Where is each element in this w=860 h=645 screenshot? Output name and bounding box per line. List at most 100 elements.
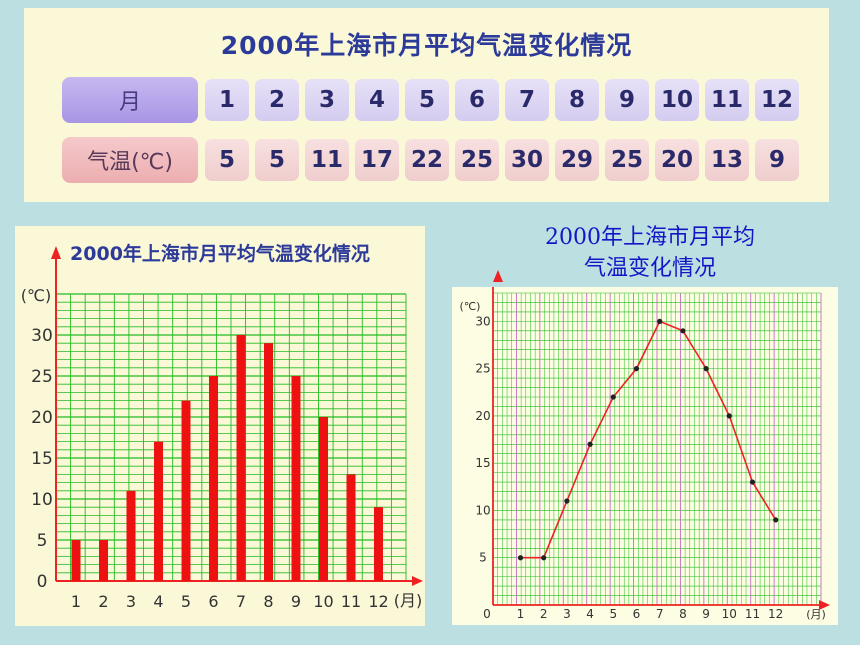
x-tick-label: 8 <box>263 592 273 611</box>
temp-cell: 5 <box>205 139 249 181</box>
temp-cell: 11 <box>305 139 349 181</box>
month-cell: 4 <box>355 79 399 121</box>
data-point <box>564 498 570 504</box>
temp-cell: 13 <box>705 139 749 181</box>
origin-label: 0 <box>483 607 491 621</box>
y-tick-label: 5 <box>479 551 487 565</box>
x-tick-label: 11 <box>341 592 361 611</box>
data-point <box>633 366 640 372</box>
x-tick-label: 10 <box>313 592 333 611</box>
temp-cell: 17 <box>355 139 399 181</box>
bar <box>99 540 108 581</box>
month-header: 月 <box>62 77 198 123</box>
line-heading-line-2: 气温变化情况 <box>583 256 716 281</box>
x-tick-label: 9 <box>702 607 710 621</box>
y-tick-label: 15 <box>475 456 490 470</box>
data-point <box>657 318 663 324</box>
x-axis-arrow <box>412 576 423 586</box>
x-tick-label: 4 <box>153 592 163 611</box>
y-tick-label: 10 <box>475 503 490 517</box>
x-tick-label: 7 <box>236 592 246 611</box>
bar-chart-title: 2000年上海市月平均气温变化情况 <box>70 242 370 265</box>
data-point <box>541 555 547 561</box>
month-cell: 1 <box>205 79 249 121</box>
data-point <box>610 394 616 400</box>
temp-cell: 9 <box>755 139 799 181</box>
month-cell: 8 <box>555 79 599 121</box>
x-tick-label: 6 <box>633 607 641 621</box>
x-axis-label: (月) <box>394 591 423 610</box>
month-cell: 2 <box>255 79 299 121</box>
x-tick-label: 5 <box>181 592 191 611</box>
month-cell: 7 <box>505 79 549 121</box>
line-chart-panel: (℃) (月) 0 5 10 15 20 25 30 1 2 3 4 5 6 7 8 9 10 11 12 <box>452 270 838 625</box>
data-point <box>726 413 732 419</box>
x-tick-label: 12 <box>768 607 783 621</box>
y-tick-label: 25 <box>475 362 490 376</box>
bar <box>236 335 246 581</box>
x-tick-label: 3 <box>126 592 136 611</box>
bar <box>264 343 273 581</box>
bar <box>374 507 383 581</box>
month-cell: 10 <box>655 79 699 121</box>
y-tick-label: 15 <box>31 449 53 469</box>
table-title: 2000年上海市月平均气温变化情况 <box>220 31 633 60</box>
x-tick-label: 12 <box>368 592 388 611</box>
bar <box>291 376 301 581</box>
x-tick-label: 2 <box>98 592 108 611</box>
temp-cell: 5 <box>255 139 299 181</box>
temp-cell: 20 <box>655 139 699 181</box>
month-cell: 11 <box>705 79 749 121</box>
y-tick-label: 30 <box>31 326 53 346</box>
y-tick-label: 20 <box>31 408 53 428</box>
x-tick-label: 11 <box>745 607 760 621</box>
bar <box>209 376 218 581</box>
data-point <box>773 517 779 523</box>
y-tick-label: 25 <box>31 367 53 387</box>
x-tick-label: 7 <box>656 607 664 621</box>
month-cell: 3 <box>305 79 349 121</box>
x-tick-label: 4 <box>586 607 594 621</box>
data-point <box>517 555 524 561</box>
line-heading-line-1: 2000年上海市月平均 <box>545 225 755 250</box>
x-tick-label: 8 <box>679 607 687 621</box>
x-tick-label: 2 <box>540 607 548 621</box>
x-tick-label: 1 <box>71 592 81 611</box>
y-tick-label: 10 <box>31 490 53 510</box>
x-axis-arrow <box>819 600 830 610</box>
data-point <box>749 479 756 485</box>
temp-cell: 25 <box>605 139 649 181</box>
x-tick-label: 3 <box>563 607 571 621</box>
month-cell: 9 <box>605 79 649 121</box>
y-tick-label: 30 <box>475 314 490 328</box>
x-tick-label: 5 <box>609 607 617 621</box>
bar <box>126 490 136 581</box>
x-axis-label: (月) <box>806 608 826 621</box>
y-tick-label: 20 <box>475 409 490 423</box>
data-point <box>680 328 686 334</box>
y-axis-label: (℃) <box>460 300 481 313</box>
series-line <box>520 320 777 559</box>
line-chart-heading: 2000年上海市月平均 气温变化情况 <box>500 222 800 284</box>
month-cell: 12 <box>755 79 799 121</box>
temp-cell: 30 <box>505 139 549 181</box>
y-axis-label: (℃) <box>21 286 51 305</box>
y-tick-label: 0 <box>37 572 48 592</box>
temp-cell: 25 <box>455 139 499 181</box>
temp-cell: 22 <box>405 139 449 181</box>
y-tick-label: 5 <box>37 531 48 551</box>
y-axis-arrow <box>493 270 503 282</box>
x-tick-label: 6 <box>208 592 218 611</box>
bar-chart-panel: 2000年上海市月平均气温变化情况 (℃) (月) 0 5 10 15 20 25 30 1 2 3 4 5… <box>15 226 425 626</box>
bar <box>319 417 328 581</box>
temperature-table: 2000年上海市月平均气温变化情况 月 1 2 3 4 5 6 7 8 9 10 11 12 气温(℃… <box>24 8 829 202</box>
data-point <box>703 366 709 372</box>
bar <box>71 540 81 581</box>
x-tick-label: 10 <box>722 607 737 621</box>
month-cell: 6 <box>455 79 499 121</box>
bar <box>346 474 356 581</box>
month-cell: 5 <box>405 79 449 121</box>
data-point <box>587 441 593 447</box>
